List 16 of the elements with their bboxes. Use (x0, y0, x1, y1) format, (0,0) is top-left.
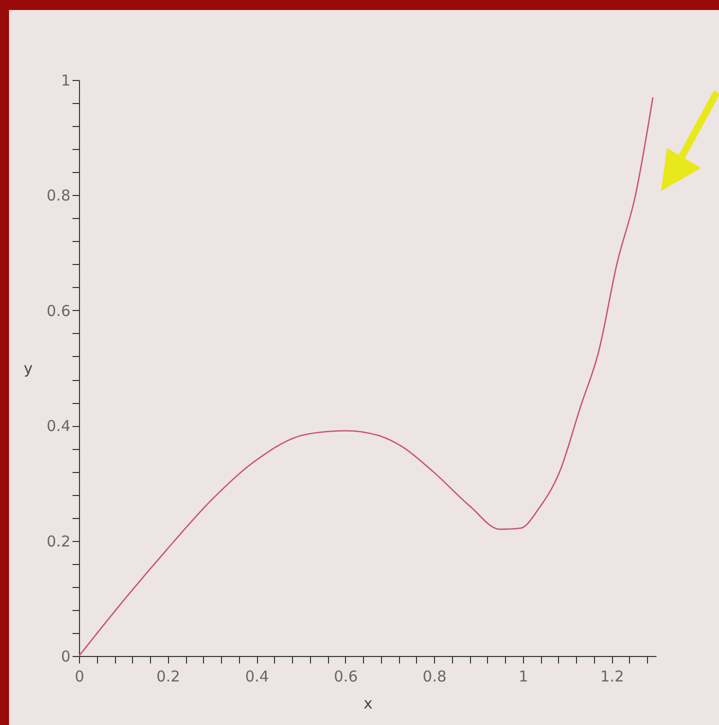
y-axis-title: y (24, 360, 33, 378)
x-tick-label: 1.2 (600, 668, 624, 686)
y-tick-label: 0.6 (46, 302, 70, 320)
x-tick-label: 0.4 (245, 668, 269, 686)
y-tick-label: 0.2 (46, 532, 70, 550)
y-tick-label: 0 (60, 648, 70, 666)
y-tick-label: 0.8 (46, 186, 70, 205)
x-tick-label: 0.6 (334, 668, 358, 686)
x-tick-label: 0.8 (422, 668, 447, 686)
x-tick-label: 0 (74, 668, 84, 686)
x-axis-title: x (364, 694, 373, 712)
y-tick-label: 0.4 (46, 417, 70, 436)
y-tick-label: 1 (60, 72, 70, 90)
x-tick-label: 0.2 (156, 668, 180, 686)
x-tick-label: 1 (518, 668, 528, 686)
line-series (79, 96, 654, 656)
